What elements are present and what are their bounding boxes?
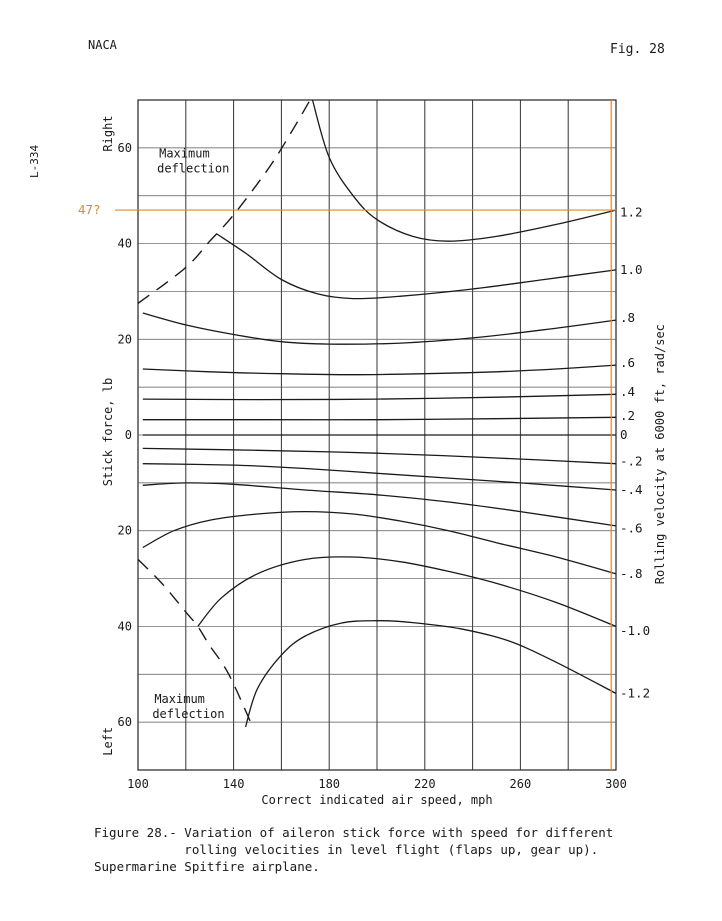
series-label: 1.0 bbox=[620, 262, 643, 277]
series-label: -1.0 bbox=[620, 623, 650, 638]
x-tick-label: 180 bbox=[318, 777, 340, 791]
series-line bbox=[142, 482, 617, 527]
series-label: -.8 bbox=[620, 566, 643, 581]
y-tick-label: 20 bbox=[118, 524, 132, 538]
series-line bbox=[142, 447, 617, 465]
series-label: .8 bbox=[620, 310, 635, 325]
x-axis-label: Correct indicated air speed, mph bbox=[261, 793, 492, 807]
x-tick-label: 220 bbox=[414, 777, 436, 791]
highlight-value-label: 47? bbox=[78, 202, 101, 217]
x-tick-label: 140 bbox=[223, 777, 245, 791]
y-direction-label-right: Right bbox=[101, 115, 115, 151]
max-deflection-boundary bbox=[137, 558, 254, 728]
series-label: .2 bbox=[620, 408, 635, 423]
y-tick-label: 60 bbox=[118, 141, 132, 155]
caption-line-2: rolling velocities in level flight (flap… bbox=[94, 842, 599, 857]
series-line bbox=[142, 312, 617, 345]
y-axis-label: Stick force, lb bbox=[101, 378, 115, 486]
header-left: NACA bbox=[88, 38, 117, 52]
series-line bbox=[142, 416, 617, 421]
x-tick-label: 300 bbox=[605, 777, 627, 791]
series-line bbox=[142, 364, 617, 376]
series-line bbox=[311, 99, 617, 242]
x-tick-label: 260 bbox=[510, 777, 532, 791]
series-label: -.6 bbox=[620, 520, 643, 535]
y-tick-label: 0 bbox=[125, 428, 132, 442]
series-line bbox=[216, 233, 617, 300]
y2-axis-label: Rolling velocity at 6000 ft, rad/sec bbox=[653, 324, 667, 584]
series-label: -.4 bbox=[620, 482, 643, 497]
series-line bbox=[197, 556, 617, 628]
y-direction-label-left: Left bbox=[101, 727, 115, 756]
figure-number: Fig. 28 bbox=[610, 42, 665, 57]
series-label: -1.2 bbox=[620, 685, 650, 700]
annotation-max-deflection: deflection bbox=[152, 707, 224, 721]
series-label: .4 bbox=[620, 384, 635, 399]
caption-line-1: Figure 28.- Variation of aileron stick f… bbox=[94, 825, 614, 840]
y-tick-label: 40 bbox=[118, 619, 132, 633]
series-label: -.2 bbox=[620, 453, 643, 468]
annotation-max-deflection: deflection bbox=[157, 161, 229, 175]
series-label: .6 bbox=[620, 355, 635, 370]
series-line bbox=[142, 463, 617, 491]
series-label: 0 bbox=[620, 427, 628, 442]
max-deflection-boundary bbox=[137, 99, 311, 304]
annotation-max-deflection: Maximum bbox=[159, 146, 210, 160]
y-tick-label: 40 bbox=[118, 237, 132, 251]
series-line bbox=[142, 510, 617, 575]
series-line bbox=[244, 620, 617, 728]
series-label: 1.2 bbox=[620, 204, 643, 219]
series-line bbox=[142, 393, 617, 401]
figure-caption: Figure 28.- Variation of aileron stick f… bbox=[94, 824, 613, 875]
y-tick-label: 20 bbox=[118, 332, 132, 346]
caption-line-3: Supermarine Spitfire airplane. bbox=[94, 859, 320, 874]
x-tick-label: 100 bbox=[127, 777, 149, 791]
y-tick-label: 60 bbox=[118, 715, 132, 729]
annotation-max-deflection: Maximum bbox=[154, 692, 205, 706]
